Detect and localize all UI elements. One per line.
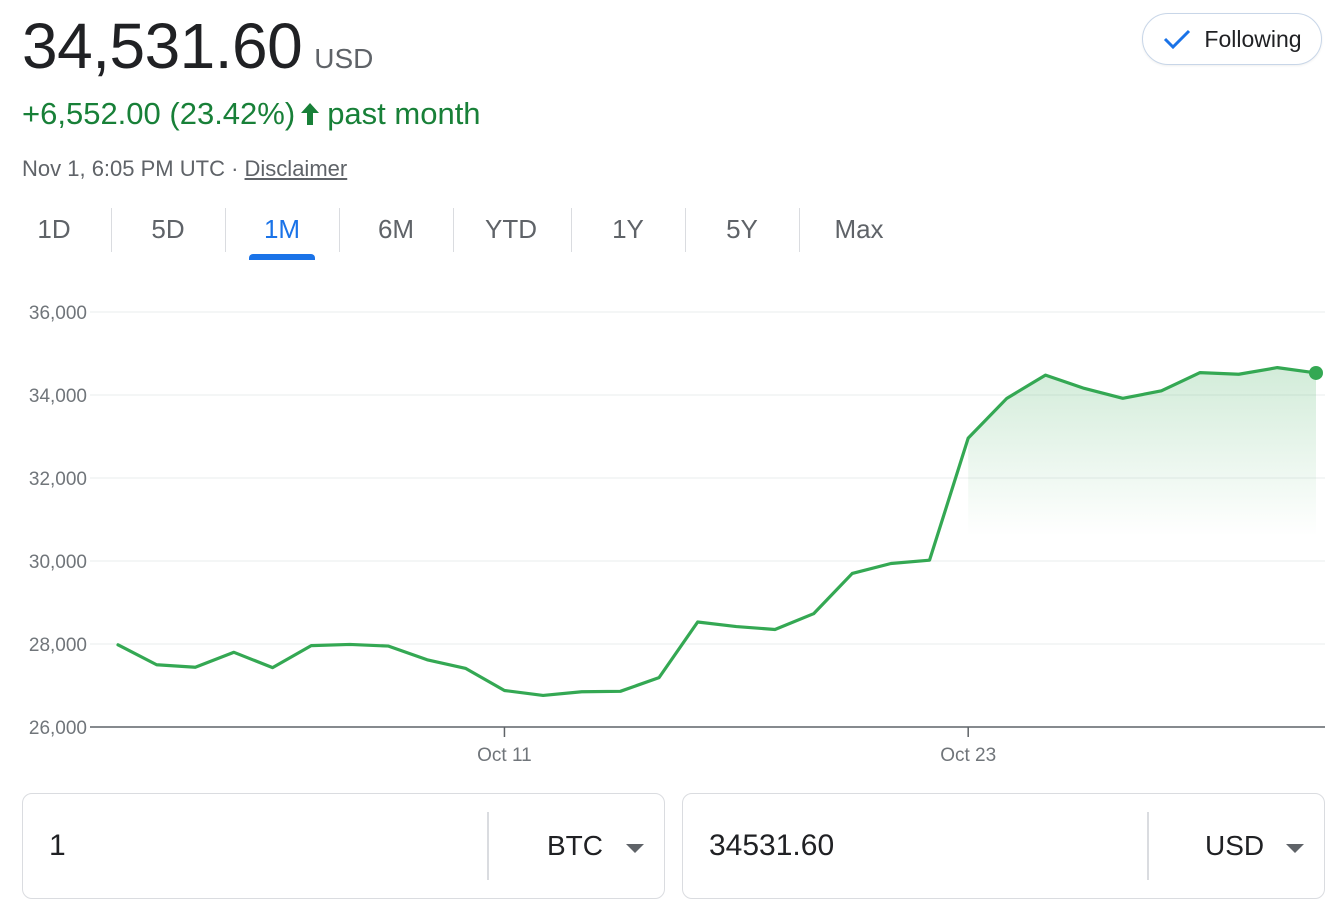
range-tabs: 1D 5D 1M 6M YTD 1Y 5Y Max — [0, 200, 900, 260]
tab-separator — [453, 208, 454, 252]
x-tick-label: Oct 23 — [940, 745, 996, 766]
field-divider — [1147, 812, 1149, 880]
tab-ytd[interactable]: YTD — [485, 213, 537, 244]
to-amount-field: 34531.60 USD — [682, 793, 1325, 899]
y-tick-label: 30,000 — [29, 552, 87, 573]
chevron-down-icon[interactable] — [626, 844, 644, 853]
meta-separator: · — [231, 156, 239, 181]
tab-1d[interactable]: 1D — [37, 213, 71, 244]
field-divider — [487, 812, 489, 880]
tab-separator — [685, 208, 686, 252]
price-chart: 26,000 28,000 30,000 32,000 34,000 36,000 Oct … — [29, 303, 1325, 766]
tab-5y[interactable]: 5Y — [726, 213, 758, 244]
tab-separator — [111, 208, 112, 252]
quote-meta: Nov 1, 6:05 PM UTC · Disclaimer — [22, 156, 347, 182]
tab-separator — [339, 208, 340, 252]
following-label: Following — [1204, 25, 1302, 52]
tab-separator — [225, 208, 226, 252]
to-currency-select[interactable]: USD — [1205, 830, 1265, 861]
to-amount-input[interactable]: 34531.60 — [709, 829, 835, 862]
y-tick-label: 28,000 — [29, 635, 87, 656]
price-header: 34,531.60 USD — [22, 8, 373, 84]
disclaimer-link[interactable]: Disclaimer — [244, 156, 348, 181]
arrow-up-icon — [299, 101, 321, 127]
from-amount-input[interactable]: 1 — [49, 829, 66, 862]
following-button[interactable]: Following — [1142, 13, 1322, 65]
current-price: 34,531.60 — [22, 10, 303, 82]
price-line — [116, 366, 1318, 698]
change-amount: +6,552.00 (23.42%) — [22, 96, 296, 131]
tab-5d[interactable]: 5D — [151, 213, 185, 244]
x-tick-label: Oct 11 — [477, 745, 532, 766]
y-tick-label: 26,000 — [29, 718, 87, 739]
tab-1m[interactable]: 1M — [247, 200, 317, 260]
timestamp: Nov 1, 6:05 PM UTC — [22, 156, 225, 181]
change-period: past month — [327, 96, 481, 131]
price-currency: USD — [314, 43, 374, 74]
tab-separator — [799, 208, 800, 252]
current-price-point — [1309, 365, 1323, 380]
y-tick-label: 36,000 — [29, 303, 87, 324]
tab-6m[interactable]: 6M — [377, 213, 415, 244]
price-area-fill — [968, 367, 1316, 537]
price-change: +6,552.00 (23.42%) past month — [22, 96, 481, 132]
checkmark-icon — [1164, 29, 1191, 50]
chevron-down-icon[interactable] — [1286, 844, 1304, 853]
y-tick-label: 34,000 — [29, 386, 87, 407]
from-currency-select[interactable]: BTC — [547, 830, 603, 861]
tab-1y[interactable]: 1Y — [612, 213, 644, 244]
from-amount-field: 1 BTC — [22, 793, 665, 899]
tab-separator — [571, 208, 572, 252]
y-tick-label: 32,000 — [29, 469, 87, 490]
tab-max[interactable]: Max — [834, 213, 884, 244]
